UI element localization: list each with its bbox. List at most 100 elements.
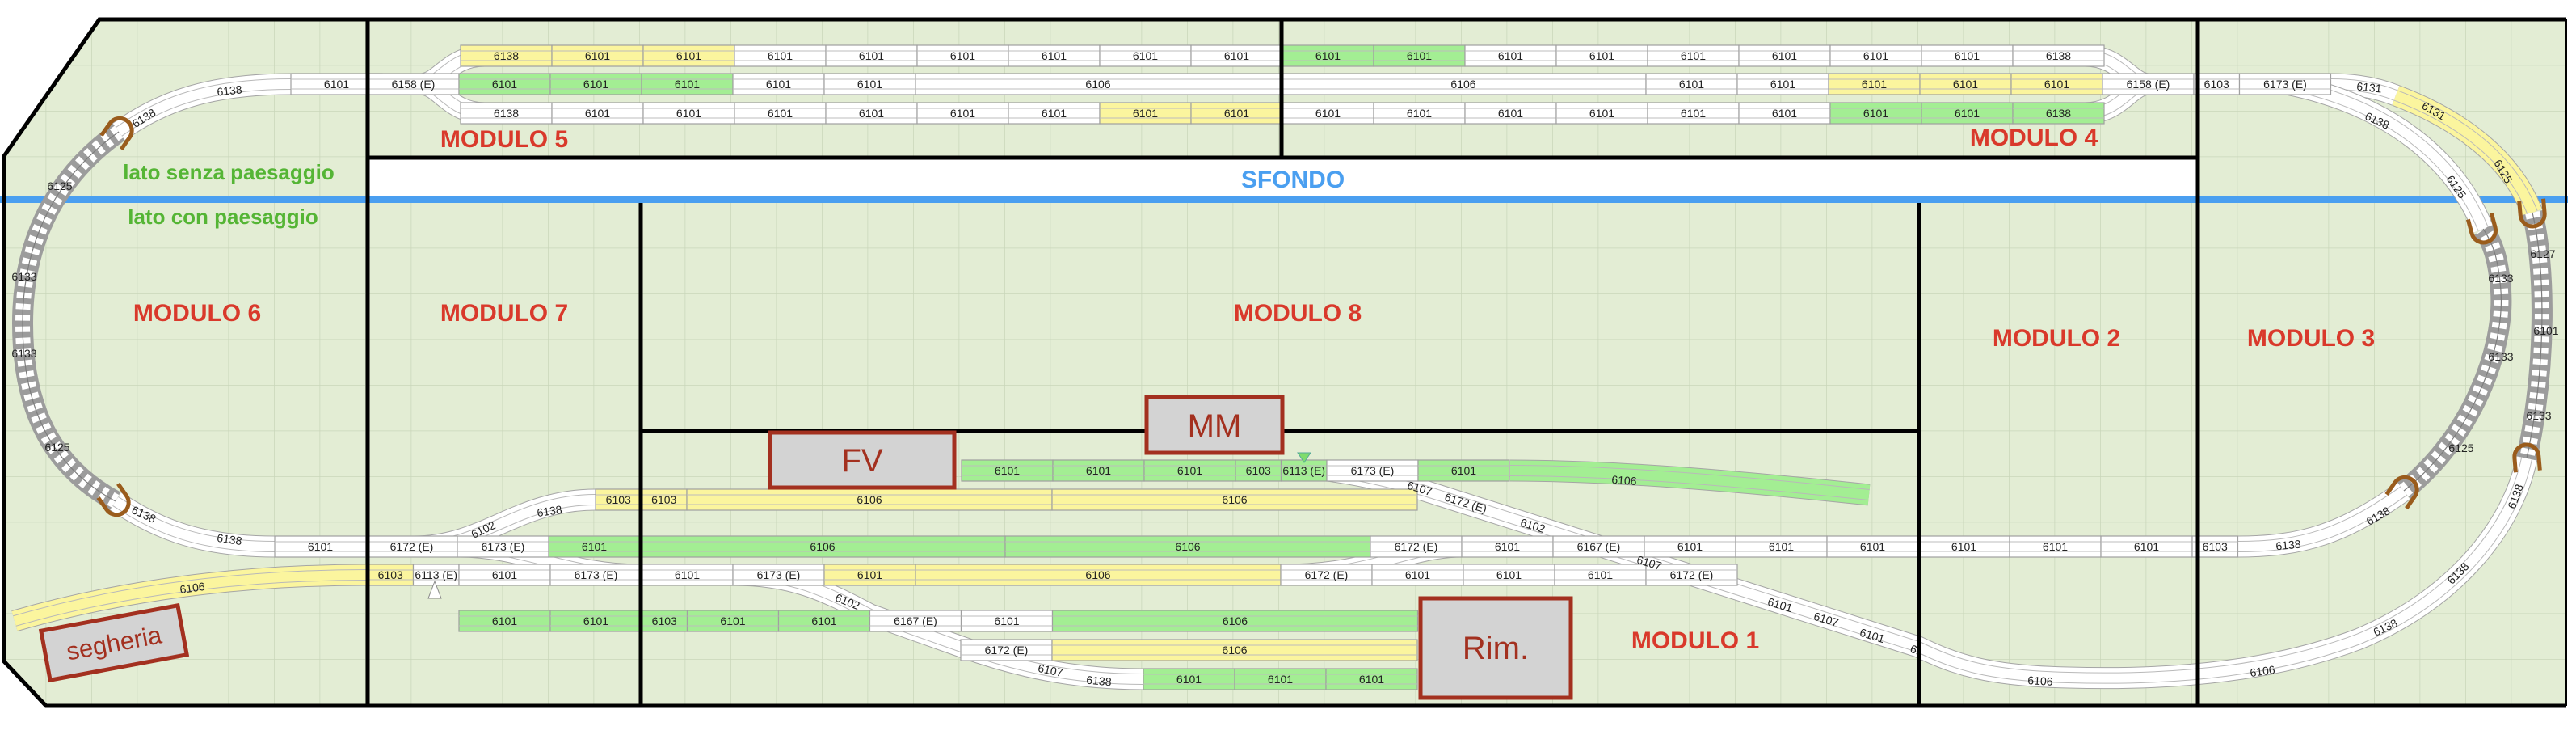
track-piece[interactable]: 6103 xyxy=(595,488,642,511)
track-piece[interactable]: 6101 xyxy=(1917,535,2010,558)
track-piece[interactable]: 6101 xyxy=(2009,535,2102,558)
track-piece[interactable]: 6101 xyxy=(1463,564,1555,586)
track-piece[interactable]: 6101 xyxy=(1645,73,1738,95)
track-piece[interactable]: 6101 xyxy=(1143,459,1236,482)
building-segheria[interactable]: segheria xyxy=(38,602,190,683)
track-piece[interactable]: 6101 xyxy=(1826,535,1919,558)
track-piece[interactable]: 6173 (E) xyxy=(1326,459,1419,482)
track-piece[interactable]: 6101 xyxy=(1325,668,1418,690)
track-piece[interactable]: 6101 xyxy=(1738,44,1831,67)
track-piece[interactable]: 6173 (E) xyxy=(732,564,825,586)
track-piece[interactable]: 6101 xyxy=(960,610,1054,632)
track-piece[interactable]: 6138 xyxy=(2012,44,2105,67)
track-piece[interactable]: 6172 (E) xyxy=(365,535,458,558)
track-piece[interactable]: 6101 xyxy=(2100,535,2193,558)
track-piece[interactable]: 6101 xyxy=(823,73,916,95)
track-piece[interactable]: 6113 (E) xyxy=(1280,459,1328,482)
track-piece[interactable]: 6101 xyxy=(1644,535,1736,558)
track-piece[interactable]: 6101 xyxy=(825,44,918,67)
track-piece[interactable]: 6101 xyxy=(1461,535,1554,558)
building-rim[interactable]: Rim. xyxy=(1418,596,1573,700)
track-piece[interactable]: 6101 xyxy=(686,610,780,632)
track-piece[interactable]: 6113 (E) xyxy=(412,564,460,586)
track-piece[interactable]: 6138 xyxy=(2012,102,2105,125)
track-piece[interactable]: 6101 xyxy=(1373,102,1466,125)
track-piece[interactable]: 6106 xyxy=(1051,610,1419,632)
track-piece[interactable]: 6103 xyxy=(640,488,688,511)
track-piece[interactable]: 6101 xyxy=(1921,44,2014,67)
track-piece[interactable]: 6106 xyxy=(1280,73,1647,95)
track-piece[interactable]: 6106 xyxy=(1051,639,1418,661)
track-piece[interactable]: 6158 (E) xyxy=(367,73,460,95)
track-piece[interactable]: 6101 xyxy=(825,102,918,125)
track-piece[interactable]: 6101 xyxy=(1008,44,1101,67)
track-piece[interactable]: 6173 (E) xyxy=(457,535,549,558)
track-piece[interactable]: 6101 xyxy=(458,564,551,586)
track-piece[interactable]: 6101 xyxy=(458,610,551,632)
track-piece[interactable]: 6167 (E) xyxy=(1552,535,1645,558)
track-piece[interactable]: 6101 xyxy=(642,102,735,125)
track-piece[interactable]: 6101 xyxy=(1190,102,1283,125)
track-piece[interactable]: 6106 xyxy=(1004,535,1371,558)
track-piece[interactable]: 6101 xyxy=(1371,564,1464,586)
track-piece[interactable]: 6101 xyxy=(1735,535,1828,558)
track-piece[interactable]: 6138 xyxy=(460,102,553,125)
track-piece[interactable]: 6106 xyxy=(686,488,1053,511)
track-piece[interactable]: 6101 xyxy=(549,610,642,632)
track-piece[interactable]: 6101 xyxy=(1829,44,1922,67)
track-piece[interactable]: 6101 xyxy=(916,44,1009,67)
track-piece[interactable]: 6101 xyxy=(274,535,367,558)
track-piece[interactable]: 6172 (E) xyxy=(960,639,1053,661)
track-piece[interactable]: 6101 xyxy=(641,564,734,586)
track-piece[interactable]: 6101 xyxy=(1417,459,1510,482)
track-piece[interactable]: 6106 xyxy=(639,535,1006,558)
track-piece[interactable]: 6101 xyxy=(1282,44,1374,67)
track-piece[interactable]: 6101 xyxy=(1008,102,1101,125)
track-piece[interactable]: 6101 xyxy=(551,44,644,67)
track-piece[interactable]: 6101 xyxy=(734,102,827,125)
track-piece[interactable]: 6101 xyxy=(1464,102,1557,125)
track-piece[interactable]: 6172 (E) xyxy=(1370,535,1463,558)
track-piece[interactable]: 6101 xyxy=(916,102,1009,125)
track-piece[interactable]: 6101 xyxy=(1234,668,1327,690)
track-piece[interactable]: 6101 xyxy=(777,610,871,632)
track-piece[interactable]: 6101 xyxy=(1555,102,1648,125)
building-fv[interactable]: FV xyxy=(768,430,957,490)
track-piece[interactable]: 6173 (E) xyxy=(549,564,642,586)
track-piece[interactable]: 6106 xyxy=(1051,488,1418,511)
track-piece[interactable]: 6101 xyxy=(458,73,551,95)
track-piece[interactable]: 6101 xyxy=(1828,73,1921,95)
track-piece[interactable]: 6101 xyxy=(961,459,1054,482)
track-piece[interactable]: 6101 xyxy=(1647,44,1740,67)
building-mm[interactable]: MM xyxy=(1144,395,1285,455)
track-piece[interactable]: 6101 xyxy=(1190,44,1283,67)
track-piece[interactable]: 6101 xyxy=(2010,73,2103,95)
track-piece[interactable]: 6101 xyxy=(1736,73,1829,95)
track-piece[interactable]: 6101 xyxy=(1921,102,2014,125)
track-piece[interactable]: 6101 xyxy=(732,73,825,95)
track-piece[interactable]: 6101 xyxy=(1099,102,1192,125)
track-piece[interactable]: 6101 xyxy=(1373,44,1466,67)
track-piece[interactable]: 6101 xyxy=(1282,102,1374,125)
track-piece[interactable]: 6106 xyxy=(915,564,1282,586)
track-piece[interactable]: 6101 xyxy=(1555,44,1648,67)
track-piece[interactable]: 6103 xyxy=(1235,459,1282,482)
track-piece[interactable]: 6101 xyxy=(548,535,641,558)
track-piece[interactable]: 6101 xyxy=(641,73,734,95)
track-piece[interactable]: 6103 xyxy=(2193,73,2241,95)
track-piece[interactable]: 6101 xyxy=(1647,102,1740,125)
track-piece[interactable]: 6101 xyxy=(551,102,644,125)
track-piece[interactable]: 6173 (E) xyxy=(2238,73,2332,95)
track-piece[interactable]: 6106 xyxy=(915,73,1282,95)
track-piece[interactable]: 6101 xyxy=(1464,44,1557,67)
track-piece[interactable]: 6103 xyxy=(367,564,415,586)
track-piece[interactable]: 6101 xyxy=(642,44,735,67)
track-piece[interactable]: 6172 (E) xyxy=(1280,564,1373,586)
track-piece[interactable]: 6101 xyxy=(734,44,827,67)
track-piece[interactable]: 6101 xyxy=(1099,44,1192,67)
track-piece[interactable]: 6101 xyxy=(1052,459,1145,482)
track-piece[interactable]: 6103 xyxy=(641,610,688,632)
track-piece[interactable]: 6167 (E) xyxy=(869,610,962,632)
track-piece[interactable]: 6101 xyxy=(823,564,916,586)
track-piece[interactable]: 6101 xyxy=(1829,102,1922,125)
